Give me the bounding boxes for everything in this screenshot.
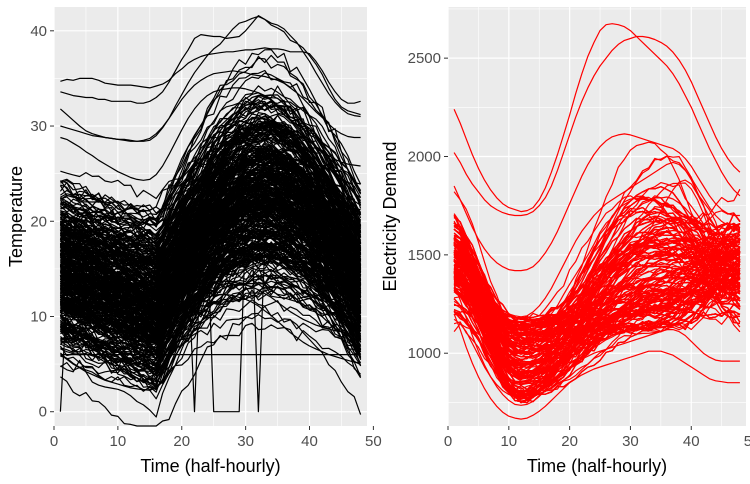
series-line [59, 204, 361, 305]
series-line [60, 69, 362, 211]
series-line [60, 150, 361, 220]
series-line [60, 234, 361, 304]
series-line [453, 244, 741, 327]
series-line [60, 95, 362, 292]
x-axis-title: Time (half-hourly) [527, 456, 667, 476]
x-tick-label: 0 [50, 433, 58, 450]
series-line [453, 222, 741, 331]
series-line [453, 253, 741, 345]
series-lines [453, 23, 741, 420]
series-line [453, 222, 741, 337]
series-line [59, 250, 361, 338]
x-ticks: 0 10 20 30 40 50 [50, 426, 382, 450]
y-tick-label: 1000 [408, 345, 441, 362]
series-line [60, 155, 361, 296]
series-line [453, 161, 740, 318]
series-line [60, 222, 362, 337]
series-line [60, 242, 362, 373]
electricity-demand-panel: 1000 1500 2000 2500 0 10 20 30 40 50 Time (half-… [380, 7, 750, 476]
series-line [60, 224, 361, 413]
y-ticks: 1000 1500 2000 2500 [408, 50, 448, 362]
series-line [59, 152, 362, 322]
series-line [453, 210, 741, 345]
series-line [453, 218, 740, 366]
x-tick-label: 50 [365, 433, 382, 450]
y-tick-label: 40 [30, 23, 47, 40]
x-tick-label: 50 [744, 433, 750, 450]
series-line [59, 201, 362, 339]
y-tick-label: 20 [30, 213, 47, 230]
y-tick-label: 10 [30, 308, 47, 325]
series-line [60, 234, 362, 339]
series-line [59, 54, 362, 227]
x-tick-label: 30 [622, 433, 639, 450]
series-line [60, 70, 361, 142]
series-line [60, 252, 362, 385]
y-tick-label: 2500 [408, 50, 441, 67]
y-tick-label: 1500 [408, 247, 441, 264]
x-tick-label: 10 [500, 433, 517, 450]
series-line [453, 284, 740, 406]
series-line [60, 246, 362, 320]
series-line [59, 162, 362, 238]
x-tick-label: 10 [110, 433, 127, 450]
x-tick-label: 20 [561, 433, 578, 450]
y-tick-label: 2000 [408, 149, 441, 166]
x-tick-label: 40 [683, 433, 700, 450]
series-line [453, 133, 740, 272]
series-line [453, 179, 741, 398]
series-line [453, 217, 741, 337]
series-line [453, 242, 740, 369]
series-line [60, 196, 362, 312]
series-line [454, 285, 741, 329]
x-tick-label: 30 [237, 433, 254, 450]
series-line [453, 23, 741, 213]
y-tick-label: 0 [39, 404, 47, 421]
series-line [60, 190, 361, 296]
series-line [453, 261, 741, 394]
series-line [453, 310, 741, 404]
series-line [60, 123, 362, 300]
series-line [60, 47, 361, 104]
series-line [60, 294, 361, 391]
series-lines [59, 15, 362, 427]
series-line [60, 215, 362, 335]
y-axis-title: Temperature [6, 166, 26, 267]
series-line [60, 228, 362, 359]
series-line [453, 276, 741, 378]
series-line [59, 234, 361, 413]
x-ticks: 0 10 20 30 40 50 [444, 426, 750, 450]
series-line [453, 271, 741, 401]
series-line [60, 305, 362, 427]
series-line [453, 255, 741, 367]
y-tick-label: 30 [30, 118, 47, 135]
series-line [59, 101, 362, 226]
y-ticks: 0 10 20 30 40 [30, 23, 54, 421]
series-line [60, 148, 362, 286]
series-line [453, 234, 741, 319]
series-line [60, 198, 361, 289]
temperature-panel: 0 10 20 30 40 0 10 20 30 40 50 Time (half-hourly)… [6, 7, 382, 476]
series-line [453, 35, 741, 217]
series-line [59, 251, 362, 365]
x-axis-title: Time (half-hourly) [140, 456, 280, 476]
series-line [60, 163, 361, 226]
series-line [60, 179, 362, 320]
x-tick-label: 40 [301, 433, 318, 450]
x-tick-label: 0 [444, 433, 452, 450]
series-line [60, 87, 361, 181]
series-line [60, 49, 362, 237]
x-tick-label: 20 [173, 433, 190, 450]
series-line [453, 313, 740, 420]
series-line [60, 267, 362, 340]
series-line [60, 258, 361, 315]
series-line [60, 148, 362, 306]
series-line [453, 264, 740, 386]
y-axis-title: Electricity Demand [380, 141, 400, 291]
series-line [60, 15, 361, 116]
series-line [60, 142, 362, 281]
